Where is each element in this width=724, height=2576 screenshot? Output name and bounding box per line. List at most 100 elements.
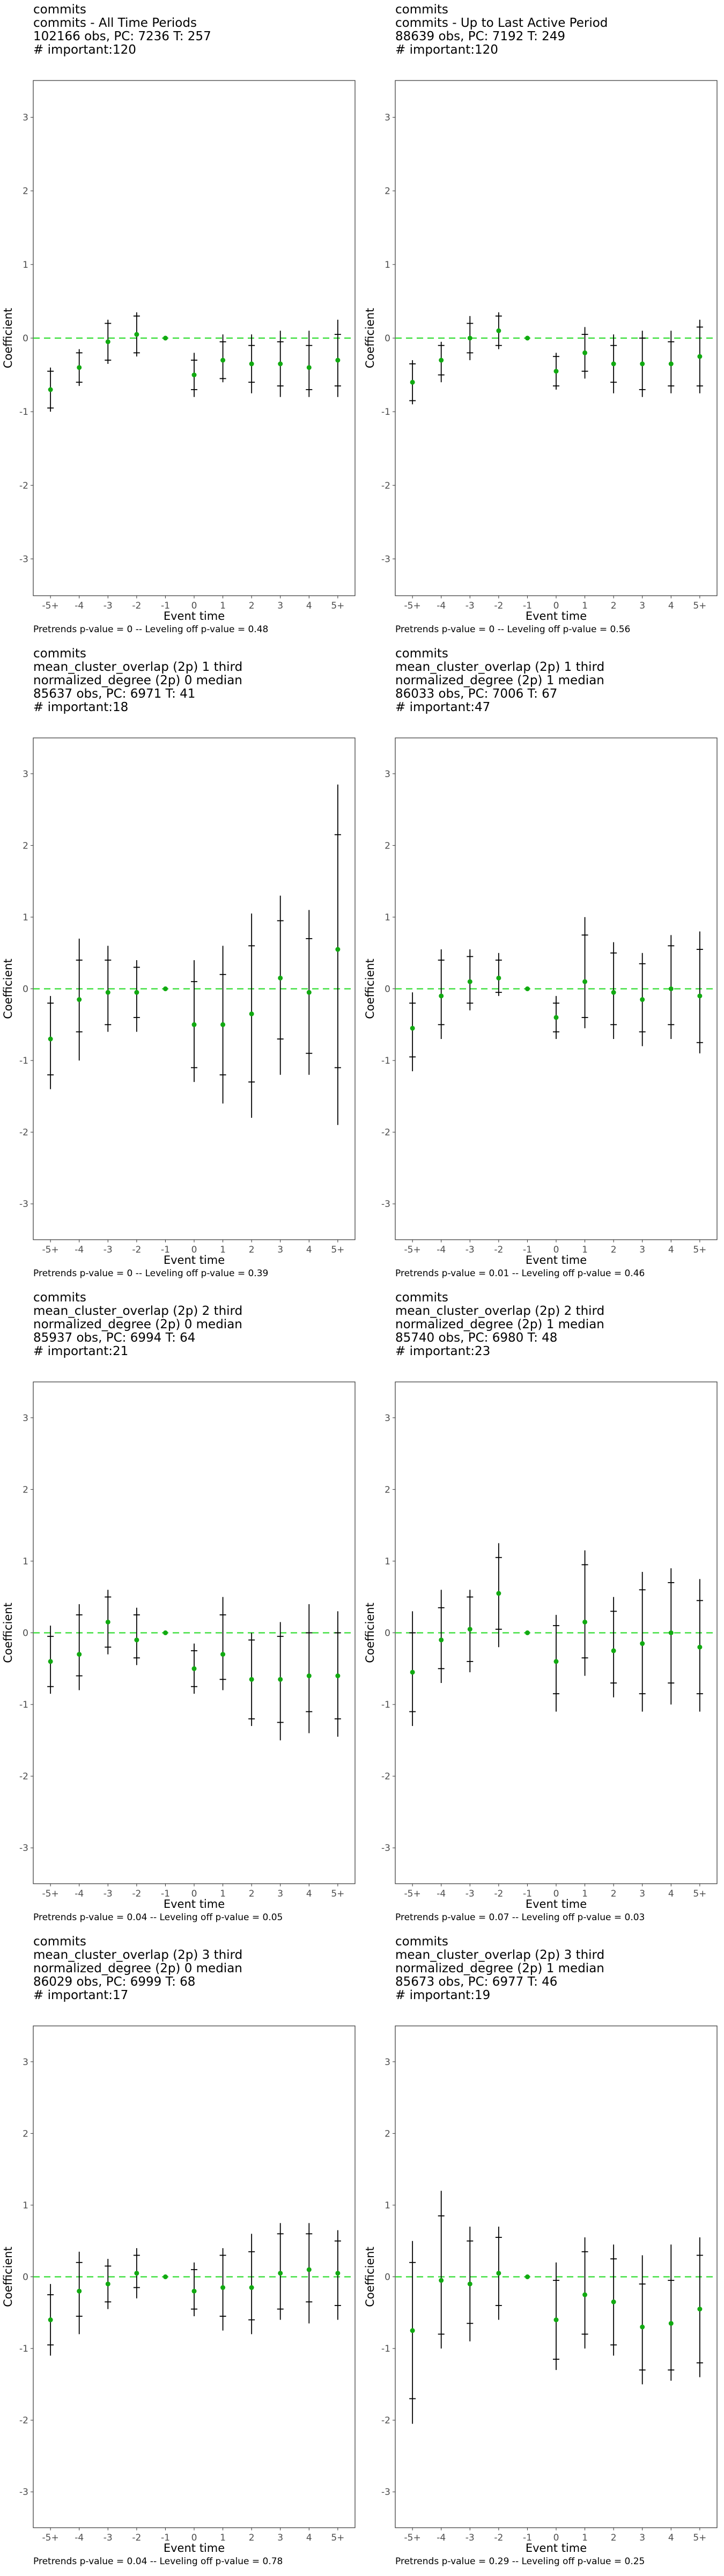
chart-panel: commits mean_cluster_overlap (2p) 3 third… xyxy=(0,1932,362,2576)
chart-plot: -3 -2 -1 0 1 2 3 -5+ -4 -3 -2 -1 0 1 2 3 4 5+ Event time Co… xyxy=(364,737,718,1267)
chart-panel: commits mean_cluster_overlap (2p) 1 third… xyxy=(362,644,724,1288)
x-tick-label: 0 xyxy=(191,1245,197,1255)
chart-plot: -3 -2 -1 0 1 2 3 -5+ -4 -3 -2 -1 0 1 2 3 4 5+ Event time Co… xyxy=(364,1381,718,1911)
x-tick-label: -1 xyxy=(161,601,170,611)
x-tick-label: 0 xyxy=(553,2533,559,2543)
x-tick-label: 0 xyxy=(191,2533,197,2543)
x-tick-label: -4 xyxy=(75,601,84,611)
y-tick-label: -1 xyxy=(19,2344,28,2354)
x-tick-label: 2 xyxy=(249,1245,255,1255)
chart-title-line: mean_cluster_overlap (2p) 1 third xyxy=(395,660,605,674)
x-tick-label: -2 xyxy=(132,2533,141,2543)
x-tick-label: 3 xyxy=(639,2533,645,2543)
x-axis-label: Event time xyxy=(164,1898,225,1911)
x-axis-label: Event time xyxy=(164,2542,225,2555)
chart-title: commits mean_cluster_overlap (2p) 1 third… xyxy=(395,647,604,714)
chart-title-line: commits xyxy=(33,1291,86,1305)
chart-title: commits mean_cluster_overlap (2p) 2 third… xyxy=(395,1291,604,1358)
coef-point xyxy=(611,2299,616,2304)
y-tick-label: 0 xyxy=(23,1628,28,1639)
coef-point xyxy=(335,947,341,952)
y-tick-label: -1 xyxy=(19,1056,28,1066)
x-tick-label: -4 xyxy=(437,601,446,611)
chart-title-line: 88639 obs, PC: 7192 T: 249 xyxy=(395,30,566,43)
chart-title-line: normalized_degree (2p) 0 median xyxy=(33,1318,242,1331)
coef-point xyxy=(77,1652,82,1657)
y-tick-label: 1 xyxy=(23,2200,28,2211)
y-tick-label: 2 xyxy=(23,840,28,851)
coef-point xyxy=(191,2288,197,2294)
x-tick-label: 1 xyxy=(582,1889,588,1899)
y-tick-label: 1 xyxy=(385,260,390,270)
x-tick-label: -1 xyxy=(523,1889,532,1899)
coef-point xyxy=(278,975,283,980)
coef-point xyxy=(467,1627,472,1632)
chart-title-line: mean_cluster_overlap (2p) 1 third xyxy=(33,660,243,674)
y-tick-label: -2 xyxy=(381,1128,390,1138)
coef-point xyxy=(249,361,254,367)
y-tick-label: 3 xyxy=(385,1413,390,1424)
x-tick-label: -1 xyxy=(523,601,532,611)
x-axis-label: Event time xyxy=(164,1254,225,1267)
y-tick-label: -2 xyxy=(19,2416,28,2426)
x-tick-label: -3 xyxy=(466,1889,475,1899)
coef-point xyxy=(524,2274,530,2279)
coef-point xyxy=(697,2307,703,2312)
x-tick-label: -1 xyxy=(161,1889,170,1899)
coef-point xyxy=(439,2278,444,2283)
y-tick-label: 0 xyxy=(23,2272,28,2283)
chart-title-line: # important:21 xyxy=(33,1344,129,1358)
x-tick-label: -5+ xyxy=(404,1245,421,1255)
x-tick-label: -3 xyxy=(104,1889,113,1899)
chart-title: commits commits - Up to Last Active Perio… xyxy=(395,3,608,57)
y-tick-label: 3 xyxy=(23,769,28,780)
x-tick-label: 4 xyxy=(668,601,674,611)
chart-title-line: commits - Up to Last Active Period xyxy=(395,16,608,30)
coef-point xyxy=(496,2271,501,2276)
x-tick-label: 3 xyxy=(639,1245,645,1255)
coef-point xyxy=(410,1026,415,1031)
chart-panel: commits mean_cluster_overlap (2p) 1 third… xyxy=(0,644,362,1288)
y-axis-label: Coefficient xyxy=(364,2246,376,2307)
chart-title: commits mean_cluster_overlap (2p) 2 third… xyxy=(33,1291,242,1358)
coef-point xyxy=(220,1652,226,1657)
y-tick-label: -2 xyxy=(19,480,28,491)
coef-point xyxy=(335,357,341,363)
pvalue-footnote: Pretrends p-value = 0.07 -- Leveling off… xyxy=(395,1912,645,1923)
y-tick-label: 1 xyxy=(23,260,28,270)
pvalue-footnote: Pretrends p-value = 0 -- Leveling off p-… xyxy=(395,624,631,635)
x-tick-label: -3 xyxy=(104,601,113,611)
x-axis-label: Event time xyxy=(526,1898,587,1911)
coef-point xyxy=(191,1666,197,1671)
x-tick-label: 0 xyxy=(553,1889,559,1899)
chart-panel: commits commits - All Time Periods 102166 … xyxy=(0,0,362,644)
x-tick-label: -1 xyxy=(161,2533,170,2543)
chart-title-line: 85937 obs, PC: 6994 T: 64 xyxy=(33,1331,196,1345)
coef-point xyxy=(278,2271,283,2276)
x-tick-label: 1 xyxy=(582,1245,588,1255)
y-tick-label: -3 xyxy=(19,554,28,565)
y-tick-label: 0 xyxy=(385,2272,390,2283)
y-tick-label: -3 xyxy=(19,2487,28,2498)
chart-title-line: # important:17 xyxy=(33,1988,129,2002)
x-tick-label: -4 xyxy=(437,2533,446,2543)
x-tick-label: 1 xyxy=(220,601,226,611)
coef-point xyxy=(249,1011,254,1016)
chart-title-line: 86033 obs, PC: 7006 T: 67 xyxy=(395,687,558,701)
coef-point xyxy=(640,361,645,367)
coef-point xyxy=(668,986,674,991)
x-tick-label: 5+ xyxy=(693,1889,706,1899)
coef-point xyxy=(697,354,703,359)
y-tick-label: -1 xyxy=(19,1700,28,1710)
x-tick-label: -3 xyxy=(466,1245,475,1255)
chart-title: commits commits - All Time Periods 102166 … xyxy=(33,3,211,57)
chart-title-line: normalized_degree (2p) 1 median xyxy=(395,674,604,687)
x-tick-label: -1 xyxy=(523,1245,532,1255)
x-tick-label: 2 xyxy=(249,601,255,611)
chart-title-line: normalized_degree (2p) 1 median xyxy=(395,1318,604,1331)
y-axis-label: Coefficient xyxy=(364,958,376,1019)
coef-point xyxy=(553,1015,559,1020)
x-tick-label: 2 xyxy=(611,601,617,611)
x-tick-label: 5+ xyxy=(693,1245,706,1255)
x-tick-label: 4 xyxy=(306,1889,312,1899)
